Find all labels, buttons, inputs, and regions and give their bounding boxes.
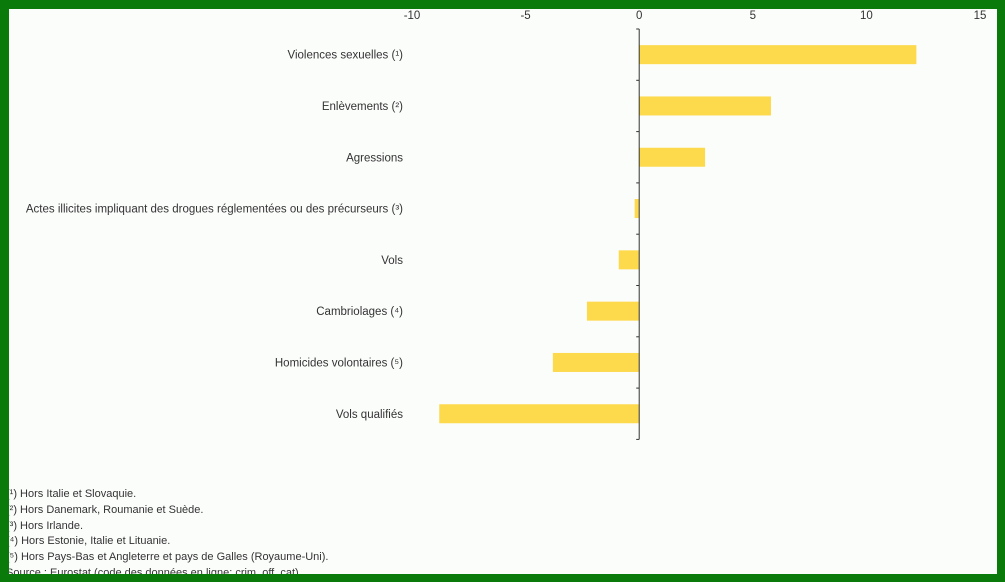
zero-axis	[636, 28, 640, 440]
bar	[552, 352, 640, 372]
footnote-3: (³) Hors Irlande.	[9, 519, 84, 532]
category-label: Homicides volontaires (⁵)	[275, 357, 403, 369]
category-labels: Violences sexuelles (¹) Enlèvements (²) Ag…	[26, 50, 403, 421]
footnote-5: (⁵) Hors Pays-Bas et Angleterre et pays …	[9, 551, 329, 564]
footnote-4: (⁴) Hors Estonie, Italie et Lituanie.	[9, 535, 171, 548]
category-label: Cambriolages (⁴)	[316, 306, 403, 318]
x-tick-label: 0	[636, 10, 642, 22]
source-note: Source : Eurostat (code des données en l…	[9, 566, 299, 574]
x-tick-label: 10	[860, 10, 873, 22]
bar	[634, 199, 640, 219]
x-tick-label: 15	[974, 10, 987, 22]
bar	[639, 96, 771, 116]
footnotes: (¹) Hors Italie et Slovaquie. (²) Hors D…	[9, 487, 986, 574]
category-label: Vols qualifiés	[336, 409, 403, 421]
footnote-2: (²) Hors Danemark, Roumanie et Suède.	[9, 503, 204, 516]
x-tick-label: -10	[404, 10, 421, 22]
category-label: Vols	[381, 255, 403, 267]
bar	[618, 250, 640, 270]
bar	[639, 147, 706, 167]
bar	[639, 45, 917, 65]
chart-frame: -10 -5 0 5 10 15 Violences sexuelles (¹) Enlèv…	[9, 9, 997, 574]
bar-chart: -10 -5 0 5 10 15 Violences sexuelles (¹) Enlèv…	[26, 10, 987, 440]
category-label: Agressions	[346, 152, 403, 164]
x-tick-label: -5	[520, 10, 530, 22]
category-label: Actes illicites impliquant des drogues r…	[26, 204, 403, 216]
bars	[439, 45, 917, 424]
footnote-1: (¹) Hors Italie et Slovaquie.	[9, 488, 137, 500]
category-label: Enlèvements (²)	[322, 101, 403, 113]
bar	[586, 301, 640, 321]
x-tick-label: 5	[750, 10, 756, 22]
bar	[439, 404, 640, 424]
category-label: Violences sexuelles (¹)	[288, 50, 404, 62]
x-axis: -10 -5 0 5 10 15	[404, 10, 987, 22]
